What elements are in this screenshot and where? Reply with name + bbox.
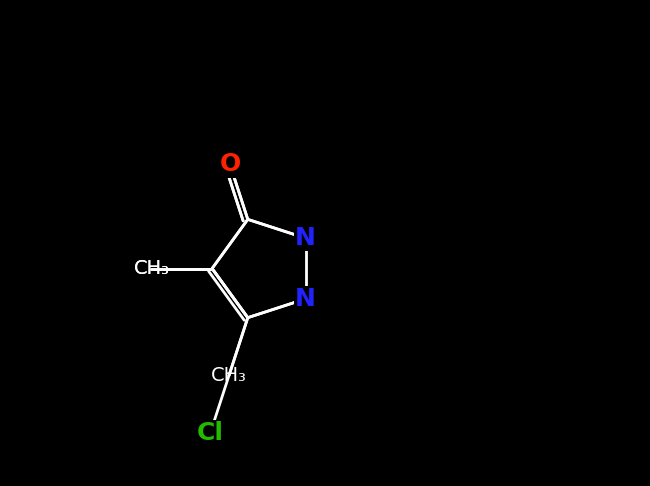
Text: O: O bbox=[219, 153, 240, 176]
Text: CH₃: CH₃ bbox=[211, 366, 247, 385]
Text: O: O bbox=[219, 153, 240, 176]
Text: N: N bbox=[295, 287, 316, 311]
Text: CH₃: CH₃ bbox=[133, 259, 169, 278]
Text: Cl: Cl bbox=[197, 421, 224, 445]
Text: CH₃: CH₃ bbox=[133, 259, 169, 278]
Text: N: N bbox=[295, 226, 316, 250]
